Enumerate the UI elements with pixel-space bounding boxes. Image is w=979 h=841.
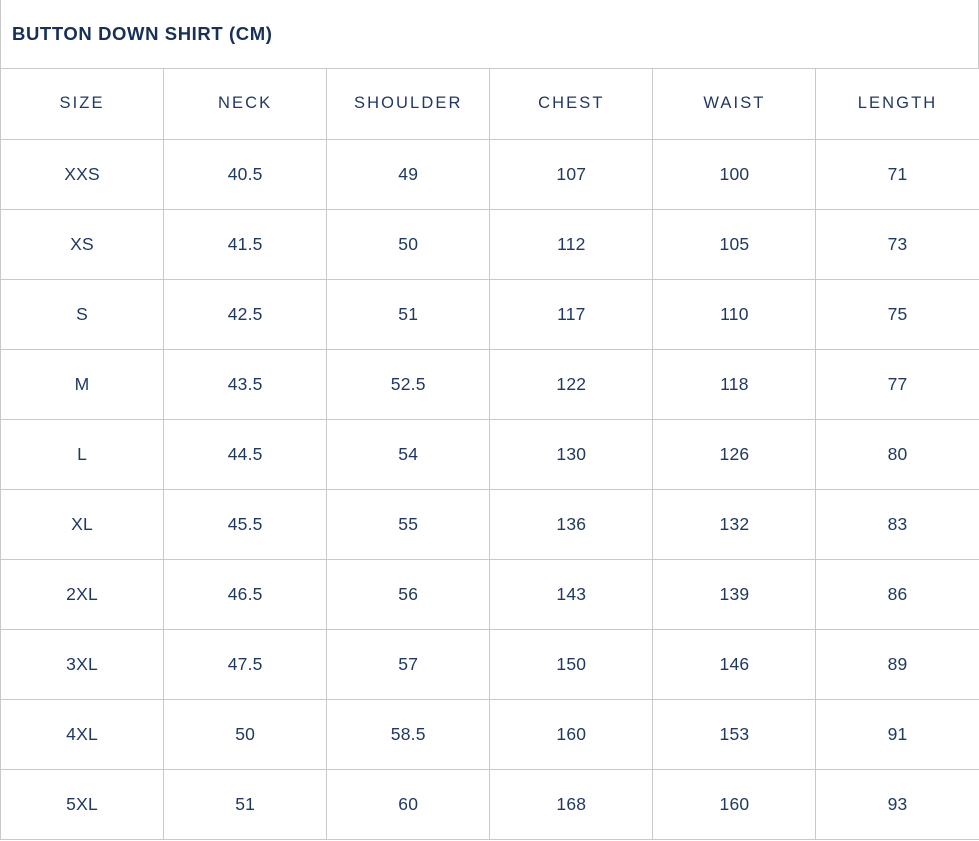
cell-waist: 153 [652,699,817,770]
table-row: 5XL 51 60 168 160 93 [0,769,979,840]
cell-length: 75 [815,279,979,350]
column-header-waist: WAIST [652,69,817,140]
cell-shoulder: 56 [326,559,491,630]
cell-chest: 150 [489,629,654,700]
table-row: XS 41.5 50 112 105 73 [0,209,979,280]
cell-waist: 132 [652,489,817,560]
cell-size: XS [0,209,165,280]
cell-size: L [0,419,165,490]
cell-waist: 100 [652,139,817,210]
cell-shoulder: 52.5 [326,349,491,420]
table-header-row: SIZE NECK SHOULDER CHEST WAIST LENGTH [0,69,979,140]
cell-shoulder: 58.5 [326,699,491,770]
cell-neck: 43.5 [163,349,328,420]
table-body: XXS 40.5 49 107 100 71 XS 41.5 50 112 10… [0,139,979,840]
cell-neck: 42.5 [163,279,328,350]
cell-waist: 160 [652,769,817,840]
cell-shoulder: 55 [326,489,491,560]
cell-length: 93 [815,769,979,840]
size-chart-table: SIZE NECK SHOULDER CHEST WAIST LENGTH XX… [0,69,979,840]
page-title: BUTTON DOWN SHIRT (CM) [12,22,273,44]
cell-length: 80 [815,419,979,490]
table-row: XXS 40.5 49 107 100 71 [0,139,979,210]
cell-shoulder: 50 [326,209,491,280]
cell-waist: 139 [652,559,817,630]
cell-neck: 41.5 [163,209,328,280]
cell-size: M [0,349,165,420]
column-header-length: LENGTH [815,69,979,140]
cell-neck: 40.5 [163,139,328,210]
cell-shoulder: 57 [326,629,491,700]
cell-chest: 143 [489,559,654,630]
cell-neck: 50 [163,699,328,770]
cell-chest: 122 [489,349,654,420]
cell-length: 77 [815,349,979,420]
cell-size: 2XL [0,559,165,630]
table-row: 2XL 46.5 56 143 139 86 [0,559,979,630]
cell-neck: 51 [163,769,328,840]
column-header-shoulder: SHOULDER [326,69,491,140]
cell-size: 3XL [0,629,165,700]
table-row: 3XL 47.5 57 150 146 89 [0,629,979,700]
cell-size: XXS [0,139,165,210]
cell-waist: 110 [652,279,817,350]
chart-title-row: BUTTON DOWN SHIRT (CM) [0,0,979,69]
cell-neck: 46.5 [163,559,328,630]
cell-length: 73 [815,209,979,280]
cell-length: 91 [815,699,979,770]
cell-neck: 45.5 [163,489,328,560]
table-row: XL 45.5 55 136 132 83 [0,489,979,560]
cell-size: S [0,279,165,350]
cell-chest: 168 [489,769,654,840]
cell-waist: 118 [652,349,817,420]
cell-chest: 130 [489,419,654,490]
column-header-size: SIZE [0,69,165,140]
cell-shoulder: 51 [326,279,491,350]
table-row: S 42.5 51 117 110 75 [0,279,979,350]
cell-chest: 160 [489,699,654,770]
table-row: M 43.5 52.5 122 118 77 [0,349,979,420]
cell-waist: 126 [652,419,817,490]
cell-length: 86 [815,559,979,630]
cell-waist: 105 [652,209,817,280]
column-header-neck: NECK [163,69,328,140]
cell-chest: 136 [489,489,654,560]
cell-waist: 146 [652,629,817,700]
cell-neck: 44.5 [163,419,328,490]
cell-size: XL [0,489,165,560]
cell-size: 4XL [0,699,165,770]
cell-shoulder: 60 [326,769,491,840]
table-row: 4XL 50 58.5 160 153 91 [0,699,979,770]
table-row: L 44.5 54 130 126 80 [0,419,979,490]
column-header-chest: CHEST [489,69,654,140]
cell-chest: 112 [489,209,654,280]
cell-chest: 117 [489,279,654,350]
cell-shoulder: 49 [326,139,491,210]
cell-length: 71 [815,139,979,210]
cell-shoulder: 54 [326,419,491,490]
cell-size: 5XL [0,769,165,840]
cell-neck: 47.5 [163,629,328,700]
table-header: SIZE NECK SHOULDER CHEST WAIST LENGTH [0,69,979,140]
cell-length: 89 [815,629,979,700]
cell-length: 83 [815,489,979,560]
cell-chest: 107 [489,139,654,210]
